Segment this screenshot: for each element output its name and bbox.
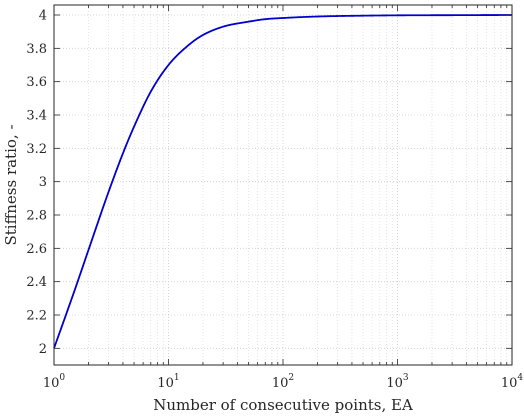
data-point xyxy=(122,153,124,155)
data-point xyxy=(202,34,204,36)
data-point xyxy=(188,44,190,46)
data-point xyxy=(248,21,250,23)
y-tick-label: 3 xyxy=(39,175,47,190)
tick-layer: 100 101 102 103 10422.22.42.62.833.23.43.63.… xyxy=(26,5,523,391)
x-tick-label: 102 xyxy=(272,373,294,391)
series-layer xyxy=(53,14,513,349)
data-point xyxy=(222,26,224,28)
data-point xyxy=(108,191,110,193)
y-axis-title: Stiffness ratio, - xyxy=(2,124,20,245)
y-tick-label: 2.6 xyxy=(26,242,47,257)
x-tick-label-base: 10 xyxy=(272,376,289,391)
data-point xyxy=(282,17,284,19)
x-tick-label-base: 10 xyxy=(43,376,60,391)
y-tick-label: 3.6 xyxy=(26,75,47,90)
x-tick-label-base: 10 xyxy=(157,376,174,391)
stiffness-ratio-curve xyxy=(53,14,513,349)
data-point xyxy=(264,18,266,20)
data-point xyxy=(88,249,90,251)
x-tick-label: 103 xyxy=(386,373,409,391)
data-point xyxy=(362,15,364,17)
data-point xyxy=(150,91,152,93)
x-tick-label-base: 10 xyxy=(501,376,518,391)
x-tick-label: 100 xyxy=(43,373,66,391)
x-tick-label-exponent: 4 xyxy=(517,373,523,383)
x-tick-label: 101 xyxy=(157,373,179,391)
y-tick-label: 2.2 xyxy=(26,309,47,324)
x-tick-label-exponent: 0 xyxy=(59,373,65,383)
data-point xyxy=(168,64,170,66)
y-tick-label: 3.2 xyxy=(26,142,47,157)
x-tick-label-exponent: 1 xyxy=(174,373,180,383)
data-point xyxy=(451,14,453,16)
data-point xyxy=(317,16,319,18)
data-point xyxy=(133,126,135,128)
x-axis-title: Number of consecutive points, EA xyxy=(153,396,413,414)
data-point xyxy=(397,15,399,17)
grid-layer xyxy=(53,5,513,365)
y-tick-label: 2 xyxy=(39,342,47,357)
x-tick-label-base: 10 xyxy=(386,376,403,391)
data-point xyxy=(73,291,75,293)
y-tick-label: 2.8 xyxy=(26,209,47,224)
y-tick-label: 4 xyxy=(39,9,47,24)
x-tick-label-exponent: 2 xyxy=(288,373,294,383)
y-tick-label: 3.4 xyxy=(26,109,47,124)
y-tick-label: 3.8 xyxy=(26,42,47,57)
y-tick-label: 2.4 xyxy=(26,275,47,290)
x-tick-label-exponent: 3 xyxy=(403,373,409,383)
x-tick-label: 104 xyxy=(501,373,524,391)
